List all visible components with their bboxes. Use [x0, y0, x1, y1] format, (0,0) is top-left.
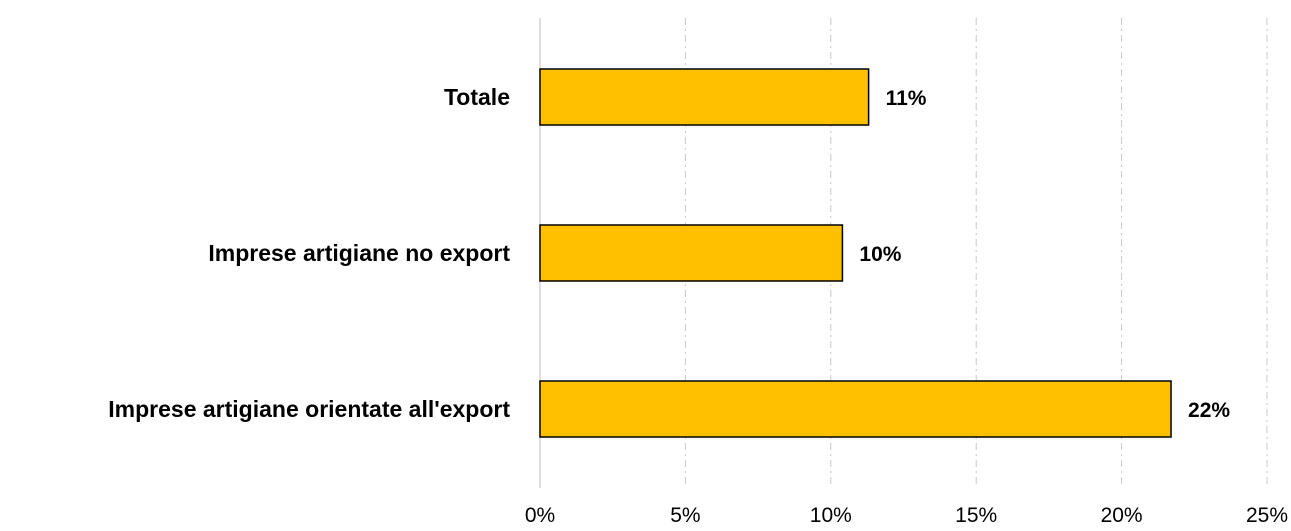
- labels: 0% 5% 10% 15% 20% 25% Totale 11% Imprese artigia…: [108, 84, 1288, 527]
- x-tick-label: 25%: [1246, 504, 1288, 527]
- category-label: Totale: [444, 84, 510, 110]
- category-label: Imprese artigiane orientate all'export: [108, 396, 510, 422]
- bars: [539, 68, 1172, 438]
- data-label: 11%: [886, 87, 927, 110]
- data-label: 22%: [1188, 399, 1230, 422]
- x-tick-label: 5%: [670, 504, 700, 527]
- category-label: Imprese artigiane no export: [208, 240, 510, 266]
- data-label: 10%: [859, 243, 901, 266]
- x-tick-label: 0%: [525, 504, 555, 527]
- bar: [539, 224, 844, 282]
- x-tick-label: 15%: [955, 504, 997, 527]
- bar: [539, 380, 1172, 438]
- x-tick-label: 10%: [810, 504, 852, 527]
- x-tick-label: 20%: [1101, 504, 1143, 527]
- bar: [539, 68, 870, 126]
